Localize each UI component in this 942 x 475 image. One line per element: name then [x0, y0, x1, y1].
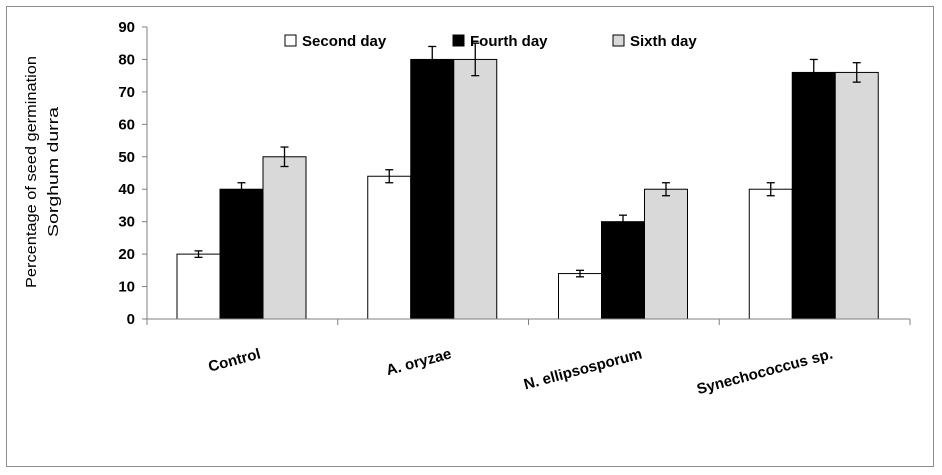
bar — [791, 71, 836, 320]
y-tick-label: 60 — [118, 116, 135, 133]
axes — [146, 27, 911, 325]
y-axis-ticks: 0 10 20 30 40 50 60 70 80 90 — [118, 19, 147, 328]
x-axis-labels: Control A. oryzae N. ellipsosporum Synechoc… — [207, 345, 835, 398]
x-category-label: N. ellipsosporum — [522, 345, 644, 393]
x-category-label: Control — [207, 345, 263, 375]
y-axis-title-line: Percentage of seed germination — [23, 56, 40, 288]
x-category-label: A. oryzae — [384, 345, 453, 379]
bar — [176, 253, 221, 320]
y-tick-label: 20 — [118, 246, 135, 263]
y-axis-label: Percentage of seed germination Sorghum du… — [23, 56, 62, 288]
legend: Second day Fourth day Sixth day — [284, 33, 697, 50]
bar — [262, 156, 307, 320]
bar — [367, 175, 412, 320]
y-tick-label: 30 — [118, 214, 135, 231]
legend-label: Sixth day — [630, 33, 697, 50]
bar — [834, 71, 879, 320]
y-tick-label: 50 — [118, 149, 135, 166]
y-tick-label: 80 — [118, 51, 135, 68]
bar — [410, 58, 455, 320]
bar — [644, 188, 688, 320]
legend-swatch — [452, 34, 465, 47]
legend-swatch — [284, 34, 297, 47]
bar — [558, 273, 602, 320]
x-category-label: Synechococcus sp. — [695, 345, 835, 398]
bar — [601, 221, 645, 320]
y-tick-label: 40 — [118, 181, 135, 198]
bar — [748, 188, 793, 320]
y-tick-label: 10 — [118, 279, 135, 296]
legend-swatch — [612, 34, 625, 47]
y-tick-label: 0 — [127, 311, 135, 328]
bar — [453, 58, 498, 320]
legend-label: Fourth day — [470, 33, 548, 50]
y-tick-label: 90 — [118, 19, 135, 36]
y-axis-title-line: Sorghum durra — [45, 106, 62, 237]
bars — [176, 42, 879, 320]
bar — [219, 188, 264, 320]
y-tick-label: 70 — [118, 84, 135, 101]
legend-label: Second day — [302, 33, 387, 50]
